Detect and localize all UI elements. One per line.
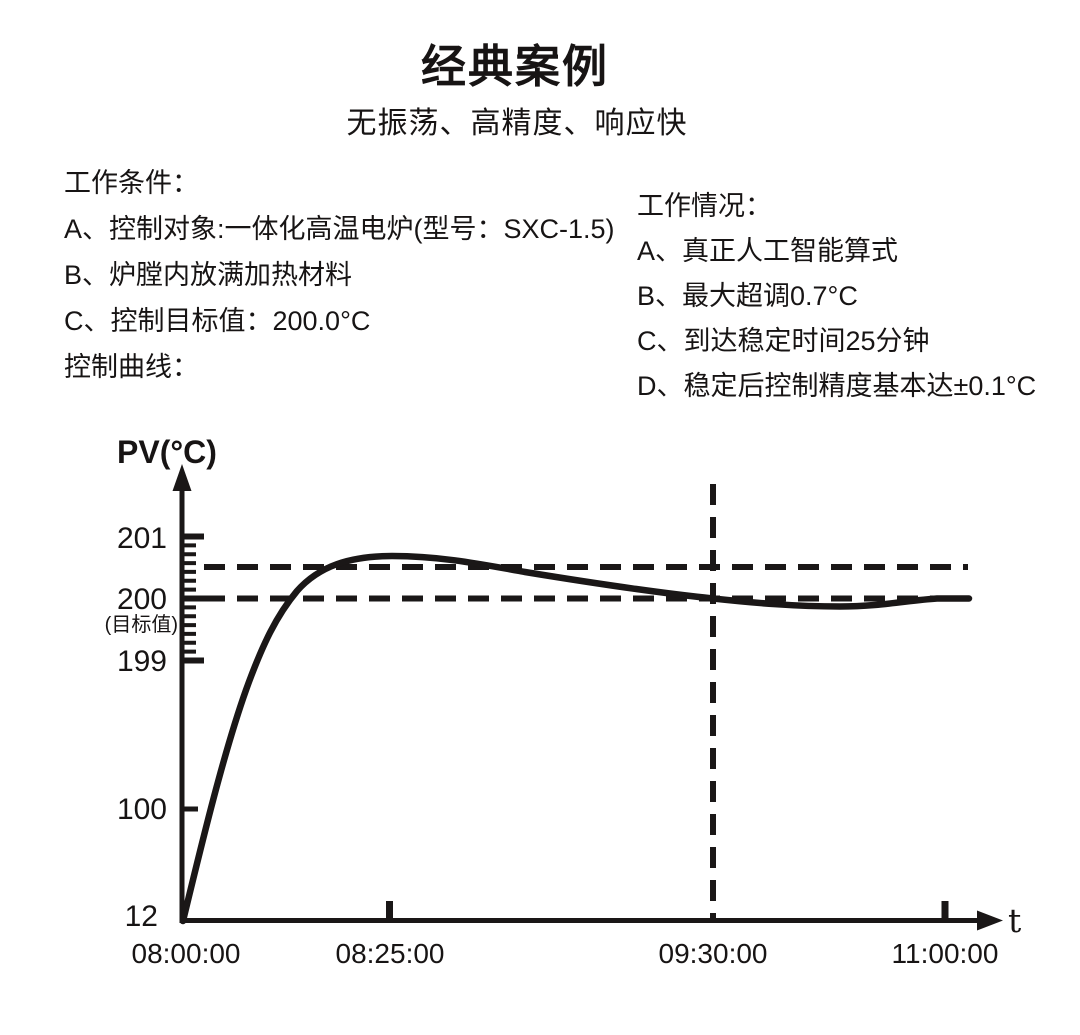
work-performance-item-d: D、稳定后控制精度基本达±0.1°C bbox=[637, 371, 1037, 401]
x-axis-title: t bbox=[1008, 901, 1021, 940]
page-subtitle: 无振荡、高精度、响应快 bbox=[346, 107, 688, 140]
control-curve-chart: PV(°C) t 201 200 (目标值) 199 100 12 08:00:… bbox=[105, 434, 1022, 969]
y-tick-label-12: 12 bbox=[125, 900, 158, 933]
x-tick-label-0930: 09:30:00 bbox=[659, 938, 768, 969]
x-tick-label-0800: 08:00:00 bbox=[132, 938, 241, 969]
target-value-note: (目标值) bbox=[105, 613, 178, 636]
x-axis-ticks bbox=[386, 901, 949, 918]
control-curve-caption: 控制曲线： bbox=[64, 352, 199, 382]
work-performance-block: 工作情况： A、真正人工智能算式 B、最大超调0.7°C C、到达稳定时间25分… bbox=[637, 184, 1036, 409]
x-tick-label-1100: 11:00:00 bbox=[892, 938, 999, 969]
work-performance-heading: 工作情况： bbox=[637, 191, 772, 221]
work-conditions-block: 工作条件： A、控制对象:一体化高温电炉(型号：SXC-1.5) B、炉膛内放满… bbox=[64, 160, 615, 390]
y-axis-minor-ticks bbox=[182, 543, 196, 654]
x-tick-label-0825: 08:25:00 bbox=[336, 938, 445, 969]
work-conditions-item-c: C、控制目标值：200.0°C bbox=[64, 306, 371, 336]
y-axis-major-ticks bbox=[182, 533, 204, 664]
page-title: 经典案例 bbox=[420, 41, 609, 92]
y-axis-arrow-icon bbox=[172, 464, 192, 491]
y-tick-label-201: 201 bbox=[117, 522, 167, 555]
work-conditions-heading: 工作条件： bbox=[64, 168, 199, 198]
y-tick-label-100: 100 bbox=[117, 793, 167, 826]
work-conditions-item-a: A、控制对象:一体化高温电炉(型号：SXC-1.5) bbox=[64, 214, 615, 244]
pv-temperature-curve bbox=[179, 552, 973, 925]
work-performance-item-b: B、最大超调0.7°C bbox=[637, 281, 858, 311]
y-tick-label-199: 199 bbox=[117, 645, 167, 678]
work-performance-item-a: A、真正人工智能算式 bbox=[637, 236, 899, 266]
work-conditions-item-b: B、炉膛内放满加热材料 bbox=[64, 260, 353, 290]
x-axis-arrow-icon bbox=[977, 910, 1003, 931]
y-axis-title: PV(°C) bbox=[117, 434, 217, 470]
y-tick-label-200: 200 bbox=[117, 583, 167, 616]
work-performance-item-c: C、到达稳定时间25分钟 bbox=[637, 326, 930, 356]
